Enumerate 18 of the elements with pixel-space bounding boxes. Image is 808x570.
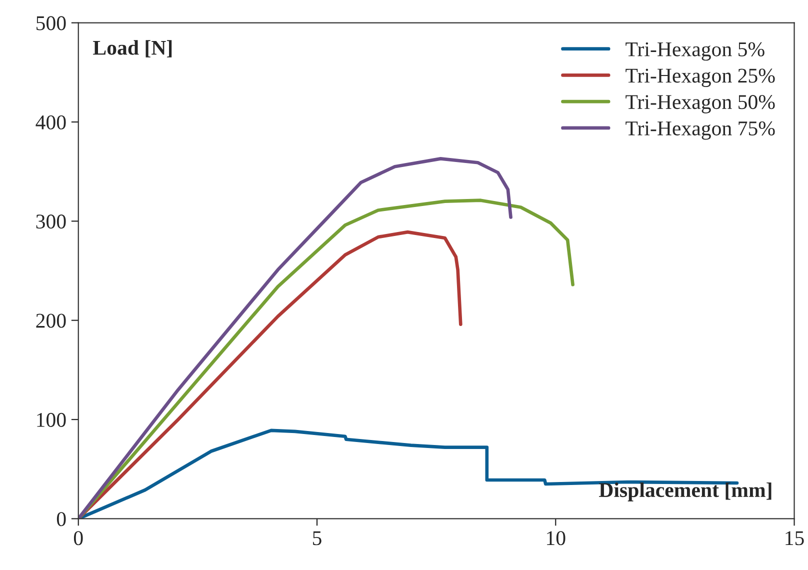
legend-label: Tri-Hexagon 75% xyxy=(626,121,775,140)
y-tick-label: 300 xyxy=(36,214,66,229)
y-tick-label: 400 xyxy=(36,115,66,130)
y-axis-title: Load [N] xyxy=(93,40,172,58)
x-tick-label: 0 xyxy=(74,531,83,546)
y-tick-label: 200 xyxy=(36,314,66,328)
y-tick-label: 0 xyxy=(56,512,66,526)
x-axis-title: Displacement [mm] xyxy=(599,482,772,502)
y-tick-label: 100 xyxy=(37,412,66,427)
y-tick-label: 500 xyxy=(36,16,66,30)
legend-label: Tri-Hexagon 25% xyxy=(626,68,775,87)
line-series xyxy=(78,157,512,519)
x-tick-label: 5 xyxy=(313,531,322,546)
legend-label: Tri-Hexagon 5% xyxy=(626,42,764,61)
line-series xyxy=(78,198,574,519)
legend-label: Tri-Hexagon 50% xyxy=(626,95,775,114)
x-tick-label: 15 xyxy=(786,531,804,546)
x-tick-label: 10 xyxy=(547,531,566,546)
